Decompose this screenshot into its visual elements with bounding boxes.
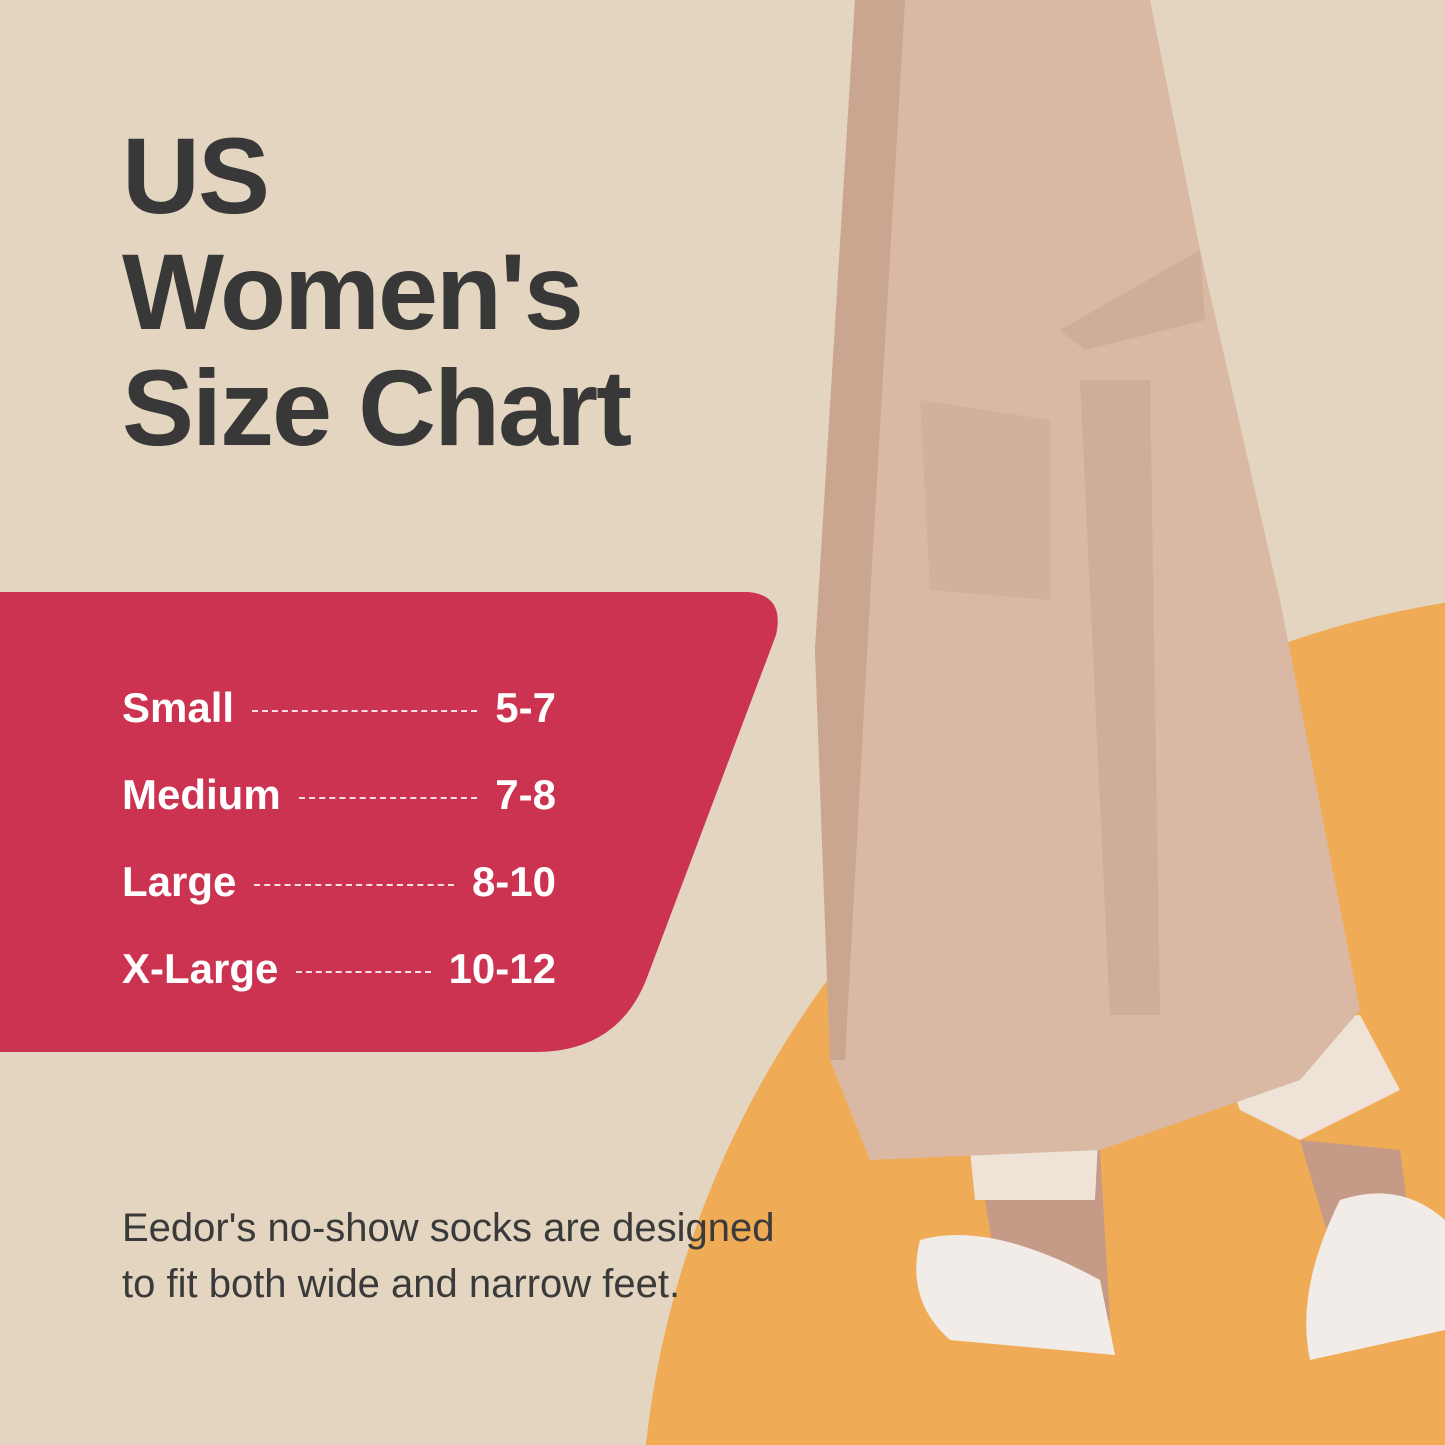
title-line-3: Size Chart — [122, 347, 632, 468]
description-line-1: Eedor's no-show socks are designed — [122, 1206, 775, 1250]
title-line-2: Women's — [122, 231, 584, 352]
title-line-1: US — [122, 115, 270, 236]
size-panel-shape — [0, 592, 778, 1052]
dotted-leader — [252, 709, 478, 712]
size-label: Small — [122, 683, 235, 731]
description-line-2: to fit both wide and narrow feet. — [122, 1262, 681, 1306]
size-row-x-large: X-Large 10-12 — [122, 925, 556, 1012]
size-chart-list: Small 5-7 Medium 7-8 Large 8-10 X-Large … — [122, 664, 556, 1012]
size-label: Medium — [122, 770, 281, 818]
description-text: Eedor's no-show socks are designed to fi… — [122, 1200, 922, 1312]
model-photo — [815, 0, 1445, 1360]
page-title: US Women's Size Chart — [122, 115, 632, 468]
size-row-large: Large 8-10 — [122, 838, 556, 925]
size-row-medium: Medium 7-8 — [122, 751, 556, 838]
size-value: 7-8 — [495, 770, 556, 818]
dotted-leader — [296, 970, 431, 973]
size-value: 5-7 — [495, 683, 556, 731]
size-label: Large — [122, 857, 237, 905]
dotted-leader — [254, 883, 454, 886]
size-label: X-Large — [122, 944, 279, 992]
dotted-leader — [298, 796, 478, 799]
size-value: 8-10 — [471, 857, 556, 905]
size-value: 10-12 — [448, 944, 556, 992]
size-row-small: Small 5-7 — [122, 664, 556, 751]
